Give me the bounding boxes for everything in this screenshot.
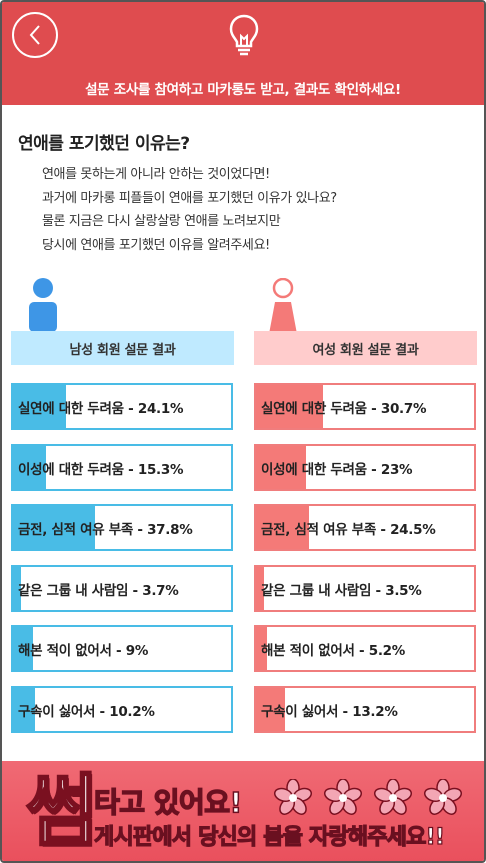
female-result-bar: 금전, 심적 여유 부족 - 24.5% [254, 504, 476, 551]
male-result-fill [13, 567, 22, 610]
female-result-label: 실연에 대한 두려움 - 30.7% [261, 400, 427, 417]
question-description: 연애를 못하는게 아니라 안하는 것이었다면! 과거에 마카롱 피플들이 연애를… [42, 163, 337, 257]
male-result-fill [13, 446, 47, 489]
male-result-fill [13, 627, 33, 670]
male-result-bar: 같은 그룹 내 사람임 - 3.7% [11, 565, 233, 612]
female-results-heading: 여성 회원 설문 결과 [254, 331, 477, 365]
female-result-fill [256, 688, 285, 731]
banner-subline-pre: 게시판에서 [93, 824, 199, 850]
male-result-label: 해본 적이 없어서 - 9% [18, 642, 149, 659]
female-result-bar: 실연에 대한 두려움 - 30.7% [254, 383, 476, 430]
header: 설문 조사를 참여하고 마카롱도 받고, 결과도 확인하세요! [2, 2, 484, 105]
male-result-label: 금전, 심적 여유 부족 - 37.8% [18, 521, 193, 538]
female-result-label: 구속이 싫어서 - 13.2% [261, 703, 398, 720]
flower-icon [274, 779, 312, 815]
female-result-fill [256, 567, 264, 610]
male-result-bar: 이성에 대한 두려움 - 15.3% [11, 444, 233, 491]
question-title: 연애를 포기했던 이유는? [18, 134, 190, 154]
description-line: 물론 지금은 다시 살랑살랑 연애를 노려보지만 [42, 214, 281, 229]
banner-subline-highlight: 당신의 봄 [197, 824, 284, 850]
flower-icon [324, 779, 362, 815]
female-result-label: 이성에 대한 두려움 - 23% [261, 461, 413, 478]
description-line: 연애를 못하는게 아니라 안하는 것이었다면! [42, 167, 270, 182]
banner-subline-post: 을 자랑해주세요!! [282, 824, 445, 850]
female-result-label: 금전, 심적 여유 부족 - 24.5% [261, 521, 436, 538]
banner-headline: 타고 있어요! [93, 785, 243, 820]
female-result-bar: 구속이 싫어서 - 13.2% [254, 686, 476, 733]
female-result-bar: 이성에 대한 두려움 - 23% [254, 444, 476, 491]
female-result-fill [256, 627, 268, 670]
female-result-label: 해본 적이 없어서 - 5.2% [261, 642, 405, 659]
male-result-fill [13, 688, 36, 731]
male-result-fill [13, 506, 96, 549]
description-line: 과거에 마카롱 피플들이 연애를 포기했던 이유가 있나요? [42, 190, 337, 206]
female-result-fill [256, 446, 307, 489]
male-result-label: 같은 그룹 내 사람임 - 3.7% [18, 582, 179, 599]
male-result-bar: 실연에 대한 두려움 - 24.1% [11, 383, 233, 430]
description-line: 당시에 연애를 포기했던 이유를 알려주세요! [42, 237, 270, 253]
male-result-bar: 금전, 심적 여유 부족 - 37.8% [11, 504, 233, 551]
flower-icon [374, 779, 412, 815]
female-result-fill [256, 385, 323, 428]
male-result-label: 구속이 싫어서 - 10.2% [18, 703, 155, 720]
male-result-bar: 해본 적이 없어서 - 9% [11, 625, 233, 672]
female-result-label: 같은 그룹 내 사람임 - 3.5% [261, 582, 422, 599]
female-result-bar: 해본 적이 없어서 - 5.2% [254, 625, 476, 672]
female-result-bar: 같은 그룹 내 사람임 - 3.5% [254, 565, 476, 612]
chevron-left-icon [29, 25, 40, 45]
male-result-label: 이성에 대한 두려움 - 15.3% [18, 461, 184, 478]
back-button[interactable] [12, 12, 58, 58]
banner-big-char: 썸 [25, 767, 100, 857]
header-title: 설문 조사를 참여하고 마카롱도 받고, 결과도 확인하세요! [85, 82, 401, 98]
female-result-fill [256, 506, 310, 549]
banner-subline: 게시판에서 당신의 봄을 자랑해주세요!! [93, 819, 445, 851]
promo-banner[interactable]: 썸 타고 있어요! 게시판에서 당신의 봄을 자랑해주세요!! [2, 761, 484, 861]
male-result-fill [13, 385, 66, 428]
male-result-bar: 구속이 싫어서 - 10.2% [11, 686, 233, 733]
flower-icon [424, 779, 462, 815]
male-results-heading: 남성 회원 설문 결과 [11, 331, 234, 365]
male-result-label: 실연에 대한 두려움 - 24.1% [18, 400, 184, 417]
lightbulb-icon [229, 14, 259, 56]
